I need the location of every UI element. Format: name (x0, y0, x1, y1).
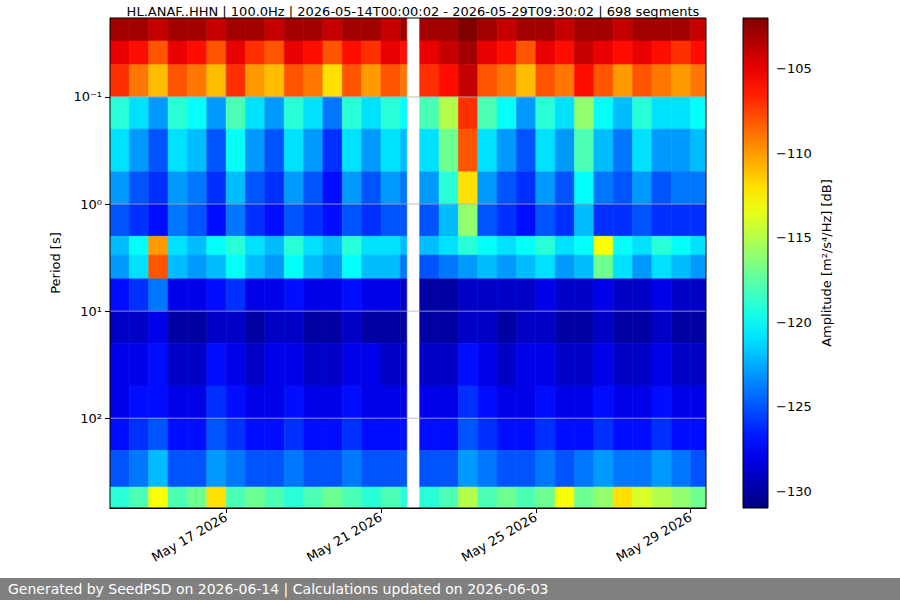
svg-text:Amplitude [m²/s⁴/Hz] [dB]: Amplitude [m²/s⁴/Hz] [dB] (819, 179, 834, 347)
svg-text:−120: −120 (776, 315, 812, 330)
svg-text:Period [s]: Period [s] (48, 232, 63, 294)
svg-text:May 17 2026: May 17 2026 (149, 510, 230, 565)
svg-text:−125: −125 (776, 399, 812, 414)
svg-text:−110: −110 (776, 146, 812, 161)
svg-text:10²: 10² (80, 411, 102, 426)
svg-text:10⁰: 10⁰ (80, 197, 102, 212)
svg-text:−115: −115 (776, 230, 812, 245)
svg-text:May 29 2026: May 29 2026 (614, 510, 695, 565)
svg-text:−105: −105 (776, 61, 812, 76)
svg-text:−130: −130 (776, 484, 812, 499)
svg-text:HL.ANAF..HHN | 100.0Hz | 2026-: HL.ANAF..HHN | 100.0Hz | 2026-05-14T00:0… (127, 4, 700, 19)
svg-text:May 21 2026: May 21 2026 (304, 510, 385, 565)
svg-text:10⁻¹: 10⁻¹ (73, 89, 102, 104)
svg-text:Generated by SeedPSD on 2026-0: Generated by SeedPSD on 2026-06-14 | Cal… (8, 581, 549, 598)
svg-text:10¹: 10¹ (80, 304, 102, 319)
svg-text:May 25 2026: May 25 2026 (459, 510, 540, 565)
